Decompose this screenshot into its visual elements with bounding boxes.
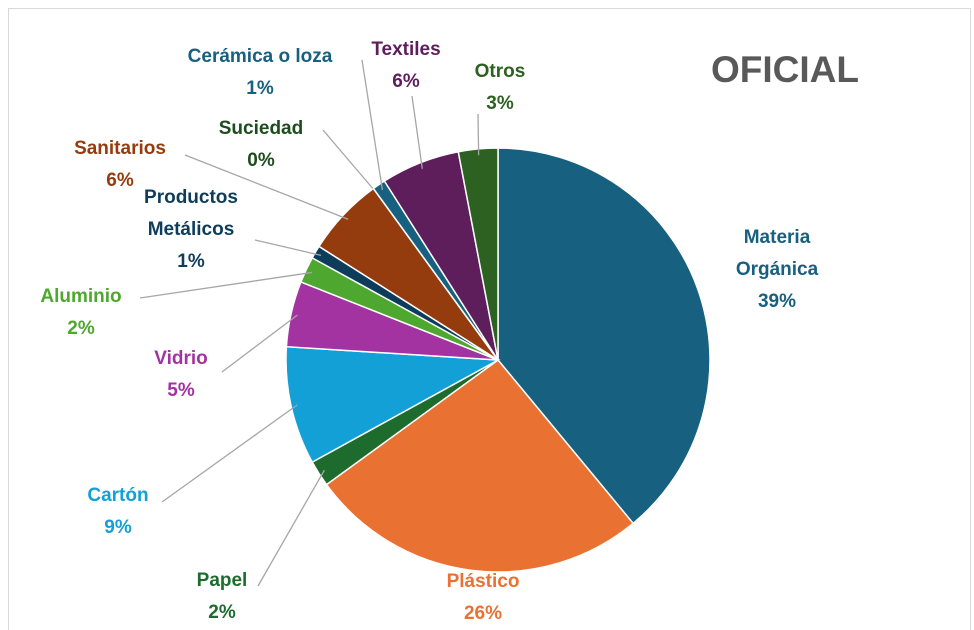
value-label: 1%	[177, 251, 205, 272]
value-label: 5%	[167, 380, 195, 401]
pie-slice	[497, 147, 711, 525]
value-label: 9%	[104, 517, 132, 538]
chart-title: OFICIAL	[711, 49, 859, 90]
data-label: Cerámica o loza 1%	[160, 41, 360, 105]
pie-slice	[325, 358, 635, 573]
category-label: Materia Orgánica	[735, 227, 819, 280]
data-label: Plástico 26%	[413, 566, 553, 630]
leader-line	[257, 469, 325, 587]
value-label: 6%	[392, 71, 420, 92]
data-label: Aluminio 2%	[21, 281, 141, 345]
value-label: 6%	[106, 170, 134, 191]
leader-line	[411, 95, 423, 169]
category-label: Vidrio	[154, 348, 208, 369]
data-label: Sanitarios 6%	[55, 133, 185, 197]
leader-line	[322, 129, 378, 195]
leader-line	[254, 239, 322, 256]
data-label: Papel 2%	[182, 565, 262, 629]
category-label: Suciedad	[218, 118, 304, 139]
leader-line	[361, 59, 384, 191]
leader-line	[139, 271, 313, 299]
data-label: Suciedad 0%	[206, 113, 316, 177]
value-label: 39%	[757, 291, 797, 312]
leader-line	[184, 154, 349, 220]
data-label: Cartón 9%	[73, 480, 163, 544]
value-label: 1%	[246, 78, 274, 99]
value-label: 0%	[247, 150, 275, 171]
category-label: Aluminio	[40, 286, 122, 307]
data-label: Textiles 6%	[356, 34, 456, 98]
category-label: Plástico	[446, 571, 520, 592]
category-label: Cartón	[87, 485, 149, 506]
category-label: Sanitarios	[74, 138, 166, 159]
leader-line	[477, 113, 480, 156]
frame	[8, 8, 971, 630]
value-label: 26%	[463, 603, 503, 624]
pie-slice	[285, 345, 501, 464]
value-label: 2%	[208, 602, 236, 623]
data-label: Otros 3%	[460, 56, 540, 120]
value-label: 2%	[67, 318, 95, 339]
data-label: Productos Metálicos 1%	[121, 182, 261, 278]
category-label: Otros	[474, 61, 526, 82]
category-label: Cerámica o loza	[187, 46, 333, 67]
category-label: Papel	[196, 570, 248, 591]
category-label: Textiles	[371, 39, 441, 60]
data-label: Vidrio 5%	[141, 343, 221, 407]
category-label: Productos Metálicos	[144, 187, 238, 240]
leader-line	[221, 314, 298, 373]
data-label: Materia Orgánica 39%	[717, 222, 837, 318]
value-label: 3%	[486, 93, 514, 114]
leader-line	[161, 404, 298, 503]
